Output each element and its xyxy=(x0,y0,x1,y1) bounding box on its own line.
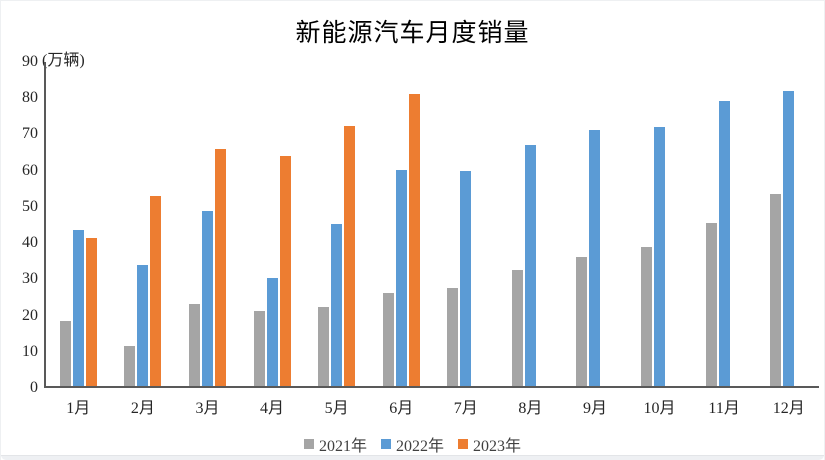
bar xyxy=(382,293,394,386)
y-tick-label: 80 xyxy=(22,89,38,107)
bar-group xyxy=(576,62,613,386)
bar-group xyxy=(447,62,484,386)
bar xyxy=(344,126,356,386)
bar xyxy=(408,94,420,386)
bar-group xyxy=(188,62,226,386)
y-tick-label: 90 xyxy=(22,53,38,70)
plot-area: 0 10 20 30 40 50 60 70 80 90 1月 2月 3月 4月 5月 6月 7月 8月 9月 10月… xyxy=(22,53,819,417)
legend-label: 2021年 xyxy=(318,438,367,455)
bar xyxy=(188,304,200,386)
bar xyxy=(511,269,523,386)
x-axis-label: 11月 xyxy=(708,400,740,417)
bar xyxy=(266,277,278,386)
x-axis-label: 4月 xyxy=(260,400,285,417)
bar xyxy=(124,346,136,386)
y-tick-label: 50 xyxy=(22,197,38,215)
bar xyxy=(318,307,330,386)
legend-item-2023: 2023年 xyxy=(458,432,521,456)
legend: 2021年 2022年 2023年 xyxy=(1,432,824,456)
x-axis-label: 1月 xyxy=(66,400,91,417)
bar xyxy=(460,171,472,386)
x-axis-label: 8月 xyxy=(518,400,543,417)
bar xyxy=(654,127,666,386)
legend-label: 2023年 xyxy=(473,438,522,455)
bar-group xyxy=(59,62,97,386)
bar xyxy=(137,265,149,386)
y-tick-label: 70 xyxy=(22,125,38,143)
legend-label: 2022年 xyxy=(395,438,444,455)
x-axis-label: 2月 xyxy=(130,400,155,417)
legend-swatch xyxy=(380,439,391,449)
chart-title: 新能源汽车月度销量 xyxy=(295,20,530,47)
bar-group xyxy=(511,62,549,386)
x-axis-label: 3月 xyxy=(195,400,220,417)
bar-group xyxy=(124,62,162,386)
window-bottom-edge xyxy=(1,455,824,460)
y-tick-label: 60 xyxy=(22,161,38,179)
legend-item-2021: 2021年 xyxy=(303,432,367,456)
bar xyxy=(783,91,795,386)
bar xyxy=(253,311,265,386)
bar xyxy=(641,247,653,386)
bar xyxy=(718,101,730,386)
legend-swatch xyxy=(458,439,468,449)
bar xyxy=(705,223,717,386)
bar-group xyxy=(253,62,291,386)
bar xyxy=(589,129,601,386)
bar xyxy=(59,321,71,386)
bar xyxy=(524,144,536,386)
y-tick-label: 30 xyxy=(22,270,38,288)
y-tick-label: 40 xyxy=(22,234,38,252)
bar xyxy=(770,193,782,386)
bar-group xyxy=(705,62,743,386)
bar-group xyxy=(382,62,420,386)
legend-swatch xyxy=(303,439,314,449)
bar xyxy=(201,210,213,386)
bar-group xyxy=(770,62,807,386)
y-tick-label: 10 xyxy=(22,342,38,360)
y-tick-label: 0 xyxy=(30,379,38,396)
bar xyxy=(214,149,226,386)
bar xyxy=(279,155,291,386)
x-axis-label: 12月 xyxy=(772,400,805,417)
bar xyxy=(85,238,97,386)
bar xyxy=(72,229,84,386)
x-axis-label: 7月 xyxy=(453,400,478,417)
x-axis-label: 10月 xyxy=(643,400,676,417)
bar-group xyxy=(318,62,356,386)
bar-group xyxy=(641,62,678,386)
bar xyxy=(331,224,343,386)
bar xyxy=(150,195,162,386)
bar xyxy=(576,256,588,386)
bar xyxy=(395,170,407,386)
bar xyxy=(447,287,459,386)
y-tick-label: 20 xyxy=(22,306,38,324)
x-axis-label: 6月 xyxy=(389,400,414,417)
x-axis-label: 9月 xyxy=(582,400,607,417)
legend-item-2022: 2022年 xyxy=(380,432,444,456)
y-axis-unit-label: (万辆) xyxy=(42,52,85,69)
x-axis-label: 5月 xyxy=(324,400,349,417)
